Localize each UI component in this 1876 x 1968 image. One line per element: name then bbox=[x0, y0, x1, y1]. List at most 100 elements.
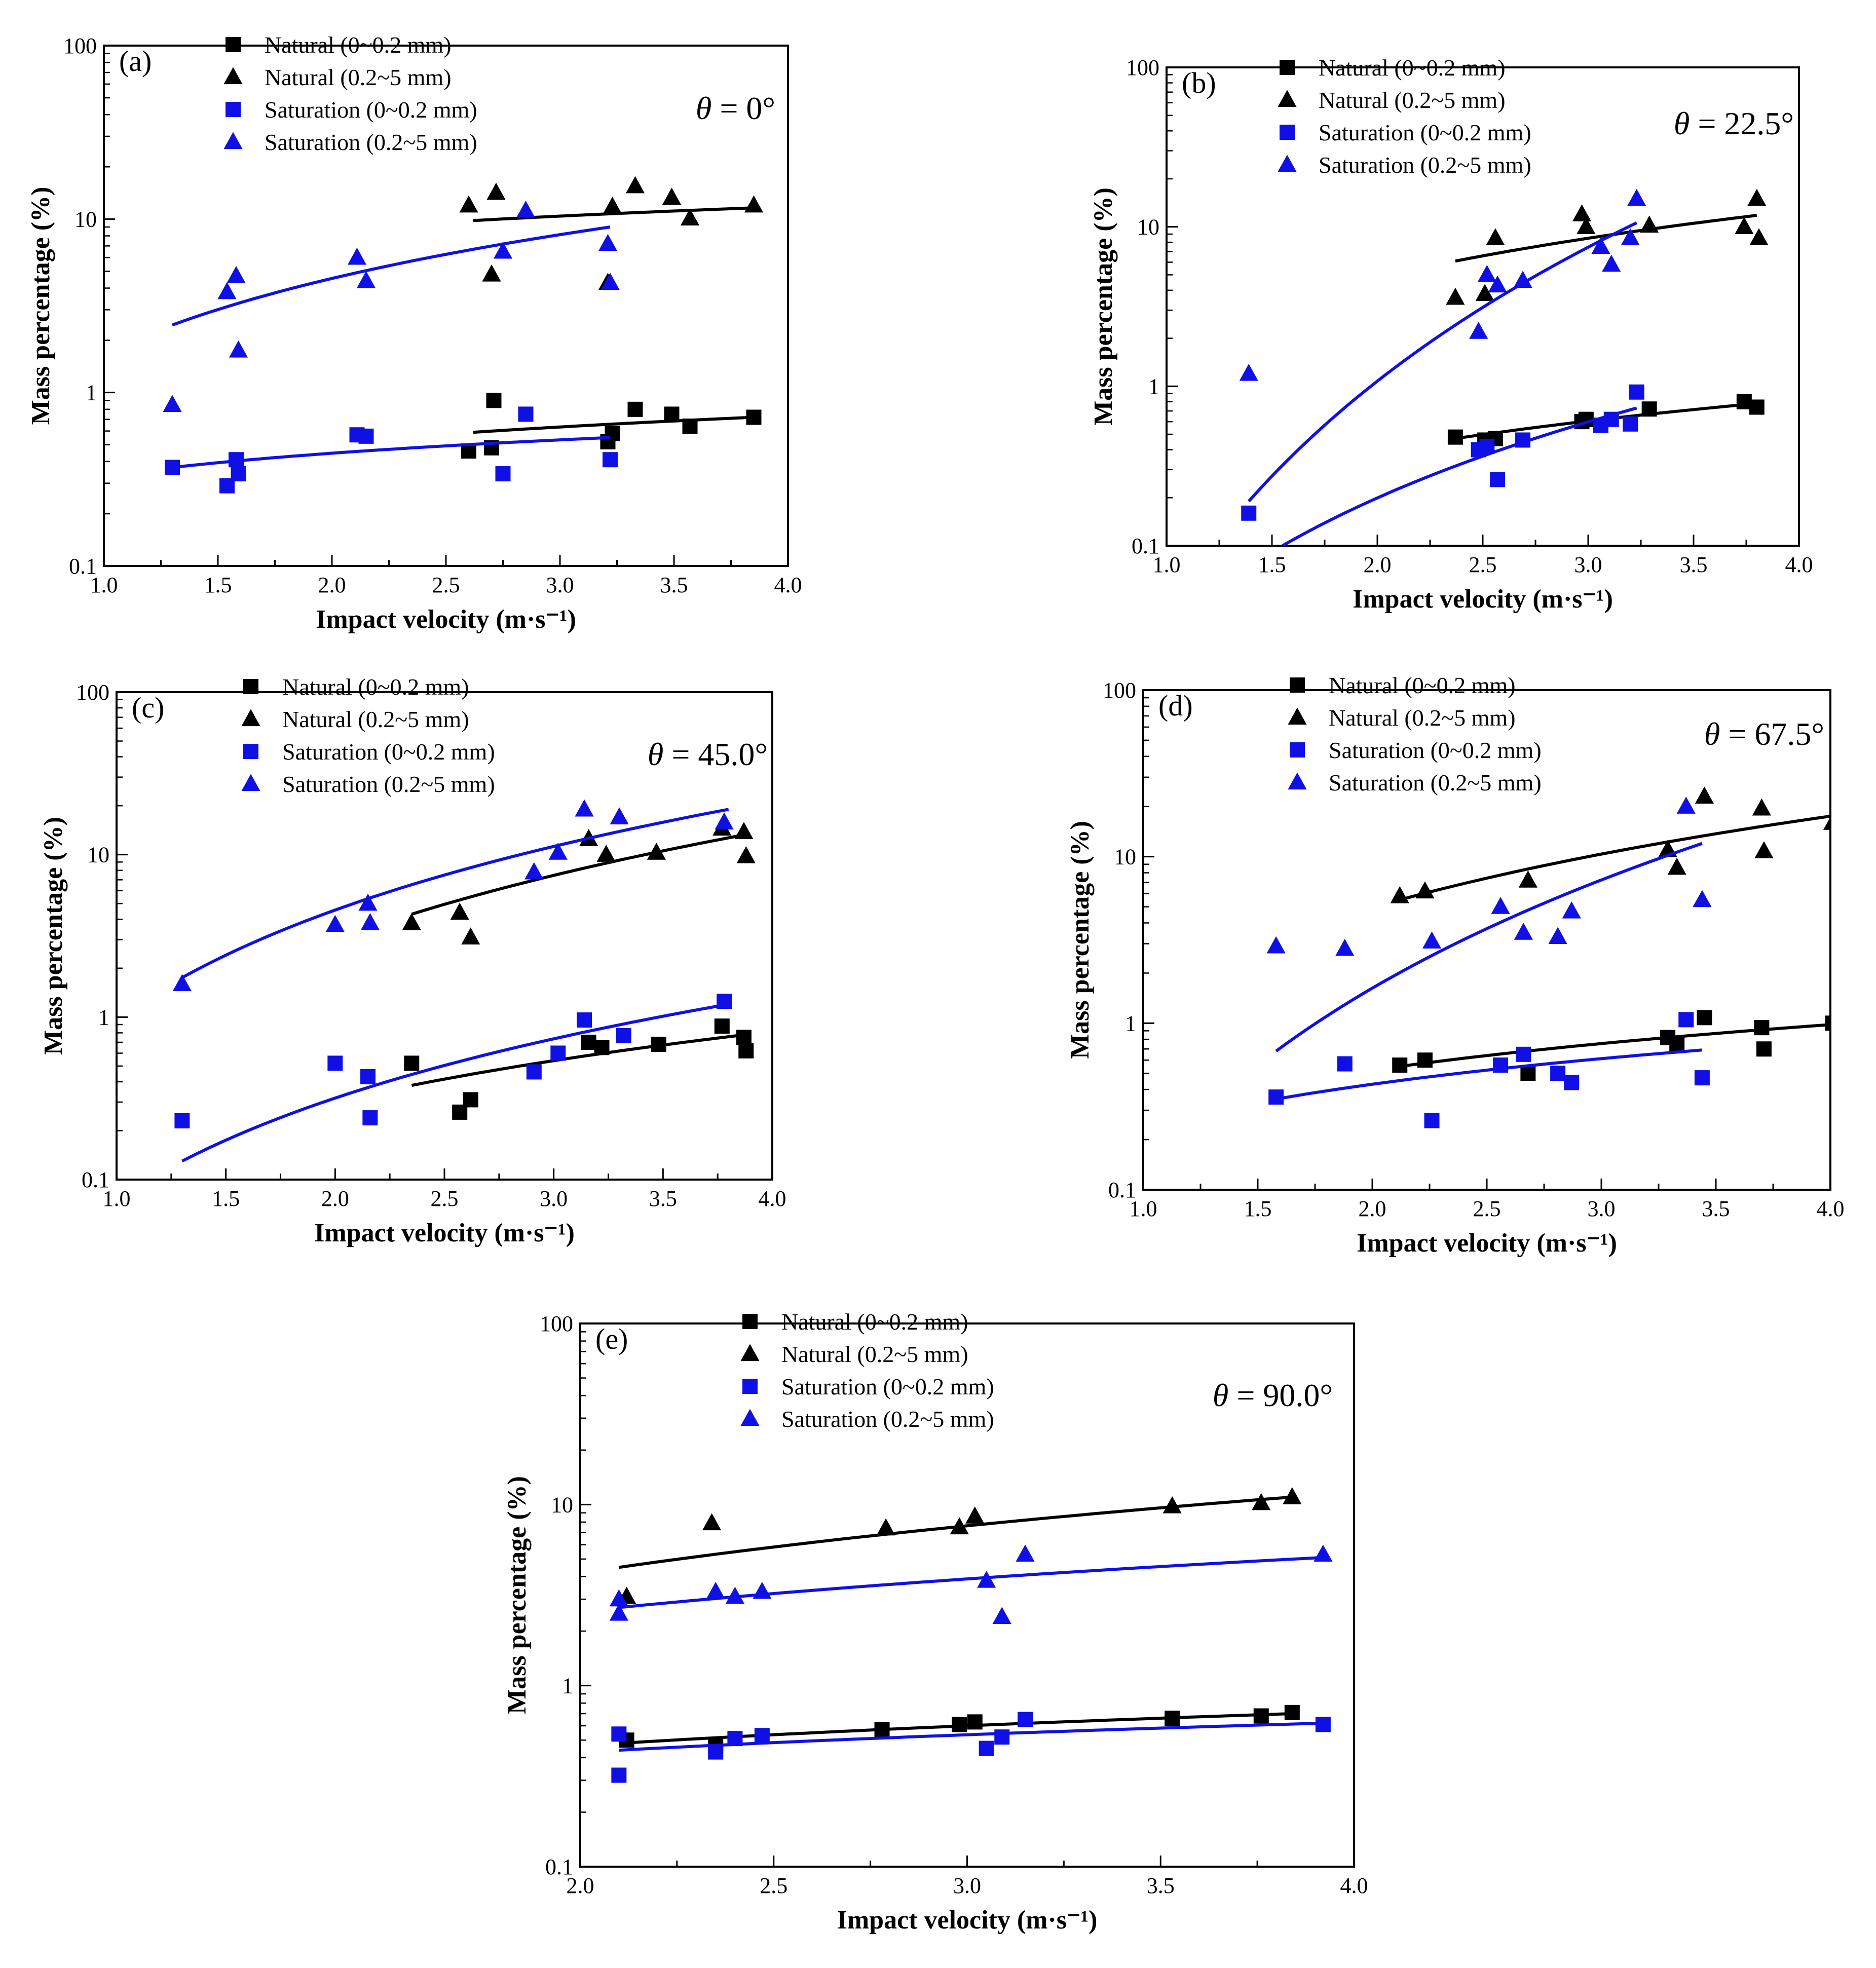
panel-e-ytick-label: 1 bbox=[562, 1674, 573, 1698]
panel-b-ytick-label: 1 bbox=[1148, 374, 1159, 399]
panel-c-ytick-label: 1 bbox=[98, 1005, 109, 1030]
panel-a-point-triangle-natural bbox=[482, 264, 501, 282]
panel-a-point-triangle-saturation bbox=[217, 282, 237, 299]
panel-e-legend-marker bbox=[742, 1379, 758, 1394]
panel-c-point-square-natural bbox=[738, 1043, 754, 1058]
panel-b-label: (b) bbox=[1182, 66, 1216, 99]
panel-e-point-triangle-saturation bbox=[1016, 1544, 1035, 1562]
panel-e-point-triangle-natural bbox=[965, 1506, 985, 1524]
panel-c-point-triangle-saturation bbox=[715, 812, 734, 830]
panel-c-legend-label: Natural (0~0.2 mm) bbox=[282, 674, 469, 700]
panel-a-legend-marker bbox=[226, 37, 241, 52]
panel-a-point-triangle-saturation bbox=[516, 200, 536, 218]
panel-a-point-square-natural bbox=[746, 409, 762, 425]
panel-b-point-triangle-natural bbox=[1735, 217, 1754, 234]
panel-a-legend-label: Natural (0.2~5 mm) bbox=[265, 64, 452, 90]
panel-d-point-triangle-saturation bbox=[1335, 938, 1355, 956]
panel-b-point-triangle-saturation bbox=[1602, 254, 1621, 272]
panel-b-point-triangle-natural bbox=[1446, 287, 1465, 305]
panel-d-point-triangle-saturation bbox=[1422, 931, 1442, 949]
panel-e-point-triangle-saturation bbox=[1314, 1544, 1333, 1562]
panel-e-point-triangle-natural bbox=[1283, 1487, 1302, 1504]
panel-b-legend-label: Saturation (0~0.2 mm) bbox=[1319, 120, 1531, 145]
panel-c-point-square-saturation bbox=[616, 1028, 631, 1043]
panel-b-point-square-natural bbox=[1749, 399, 1765, 415]
panel-a-xtick-label: 4.0 bbox=[774, 573, 802, 597]
panel-c-point-triangle-saturation bbox=[358, 893, 378, 911]
panel-e-point-square-natural bbox=[967, 1714, 983, 1730]
panel-d-point-triangle-natural bbox=[1823, 817, 1830, 830]
panel-c-xtick-label: 1.5 bbox=[212, 1186, 240, 1211]
panel-d-xtick-label: 4.0 bbox=[1817, 1196, 1845, 1221]
panel-a-point-triangle-saturation bbox=[163, 395, 182, 412]
panel-c-point-square-saturation bbox=[717, 994, 732, 1009]
panel-a-legend-label: Saturation (0.2~5 mm) bbox=[265, 129, 477, 155]
panel-b-point-square-saturation bbox=[1623, 416, 1638, 432]
panel-c-fit-triangle-natural bbox=[411, 833, 746, 916]
panel-a-point-triangle-natural bbox=[459, 195, 478, 213]
panel-d-point-square-saturation bbox=[1337, 1056, 1353, 1072]
panel-c-point-triangle-saturation bbox=[548, 843, 568, 860]
panel-d-legend-marker bbox=[1290, 742, 1305, 758]
panel-e-legend-label: Saturation (0.2~5 mm) bbox=[781, 1406, 994, 1432]
panel-b-point-triangle-natural bbox=[1572, 204, 1592, 221]
panel-b-xtick-label: 1.5 bbox=[1258, 552, 1286, 577]
panel-d-point-triangle-saturation bbox=[1266, 936, 1286, 954]
panel-d-point-square-saturation bbox=[1694, 1070, 1710, 1086]
panel-d-point-triangle-natural bbox=[1518, 871, 1537, 888]
panel-a-fit-triangle-saturation bbox=[171, 225, 611, 327]
panel-d-point-triangle-saturation bbox=[1491, 897, 1510, 914]
panel-c-point-square-natural bbox=[736, 1030, 752, 1045]
panel-d-point-triangle-natural bbox=[1390, 886, 1409, 903]
panel-c-point-triangle-saturation bbox=[524, 862, 544, 880]
panel-a-xtick-label: 2.5 bbox=[432, 573, 460, 597]
panel-c-xtick-label: 2.5 bbox=[431, 1186, 459, 1211]
panel-a-point-triangle-natural bbox=[744, 195, 764, 213]
panel-a-point-square-saturation bbox=[165, 460, 180, 475]
panel-e-point-triangle-saturation bbox=[992, 1607, 1011, 1624]
panel-a-label: (a) bbox=[119, 45, 152, 78]
panel-e-point-triangle-saturation bbox=[706, 1581, 725, 1599]
panel-c-fit-square-natural bbox=[411, 1033, 746, 1087]
panel-e-point-triangle-saturation bbox=[725, 1586, 744, 1604]
panel-c-legend-marker bbox=[241, 774, 260, 791]
panel-e-point-triangle-natural bbox=[1252, 1493, 1271, 1510]
panel-d-point-square-natural bbox=[1756, 1041, 1772, 1057]
panel-c-x-axis-title: Impact velocity (m·s⁻¹) bbox=[314, 1219, 575, 1247]
panel-b-point-triangle-saturation bbox=[1621, 228, 1640, 246]
panel-c-fit-triangle-saturation bbox=[181, 808, 729, 979]
panel-e-legend-marker bbox=[740, 1409, 760, 1426]
panel-e-point-square-saturation bbox=[1018, 1712, 1033, 1727]
panel-d-point-square-saturation bbox=[1550, 1066, 1566, 1081]
panel-c-point-square-natural bbox=[594, 1040, 610, 1055]
panel-b-xtick-label: 3.0 bbox=[1574, 552, 1602, 577]
panel-d-ytick-label: 1 bbox=[1125, 1011, 1136, 1036]
panel-b-point-square-saturation bbox=[1629, 384, 1644, 400]
panel-e-theta-label: θ = 90.0° bbox=[1213, 1377, 1333, 1413]
panel-d-point-square-natural bbox=[1825, 1015, 1830, 1031]
panel-d-point-square-natural bbox=[1754, 1020, 1770, 1036]
panel-a-point-triangle-saturation bbox=[493, 241, 513, 259]
panel-e-xtick-label: 2.5 bbox=[760, 1873, 787, 1898]
panel-d-label: (d) bbox=[1158, 689, 1193, 722]
panel-c-point-square-natural bbox=[463, 1092, 478, 1108]
panel-b-fit-triangle-saturation bbox=[1247, 221, 1638, 503]
panel-e-point-square-saturation bbox=[754, 1728, 770, 1744]
panel-d-point-triangle-natural bbox=[1752, 798, 1771, 816]
panel-d-ytick-label: 10 bbox=[1114, 845, 1136, 869]
panel-c-point-triangle-natural bbox=[402, 913, 421, 930]
panel-b-xtick-label: 1.0 bbox=[1153, 552, 1181, 577]
panel-c-fit-square-saturation bbox=[181, 1002, 729, 1163]
panel-e-legend-label: Natural (0.2~5 mm) bbox=[781, 1341, 968, 1367]
panel-d-point-square-natural bbox=[1392, 1057, 1408, 1073]
panel-a-theta-label: θ = 0° bbox=[696, 90, 775, 126]
panel-b-xtick-label: 2.5 bbox=[1469, 552, 1497, 577]
panel-b-point-square-natural bbox=[1641, 401, 1657, 417]
panel-e-ytick-label: 100 bbox=[540, 1311, 573, 1336]
panel-c-point-square-saturation bbox=[526, 1064, 542, 1080]
panel-a-fit-square-saturation bbox=[172, 436, 611, 469]
panel-c-xtick-label: 4.0 bbox=[759, 1186, 786, 1211]
panel-a-point-square-saturation bbox=[231, 466, 246, 482]
panel-d-frame bbox=[1142, 689, 1831, 1191]
panel-b-xtick-label: 4.0 bbox=[1785, 552, 1813, 577]
